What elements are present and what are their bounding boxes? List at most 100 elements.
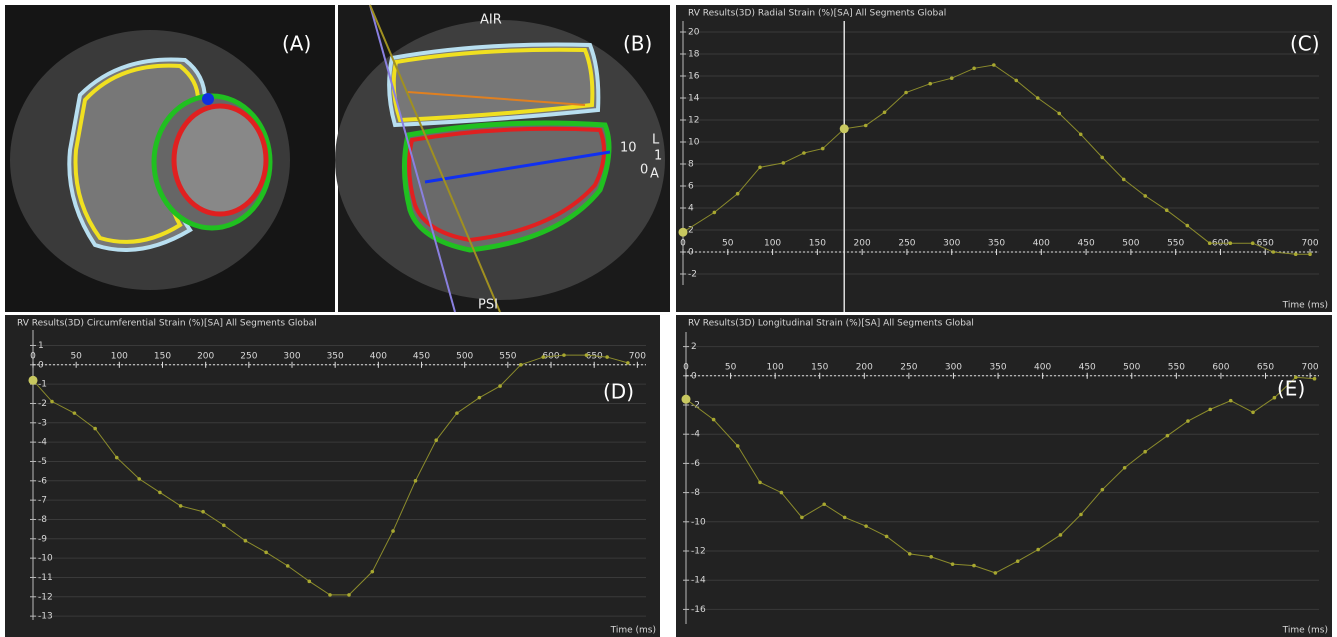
data-point <box>137 477 141 481</box>
data-point <box>264 551 268 555</box>
data-point <box>585 353 589 357</box>
x-tick-label: 200 <box>197 351 214 361</box>
y-tick-label: -1 <box>38 380 47 390</box>
data-point <box>950 76 954 80</box>
y-tick-label: -4 <box>691 430 700 440</box>
data-point <box>1100 156 1104 160</box>
x-tick-label: 650 <box>1257 239 1274 249</box>
data-point <box>864 124 868 128</box>
data-point <box>864 524 868 528</box>
data-point <box>1251 411 1255 415</box>
data-point <box>883 111 887 115</box>
x-tick-label: 50 <box>722 239 734 249</box>
y-tick-label: 10 <box>688 138 700 148</box>
y-tick-label: 2 <box>691 342 697 352</box>
x-tick-label: 550 <box>1167 239 1184 249</box>
y-tick-label: -7 <box>38 496 47 506</box>
data-point <box>1229 399 1233 403</box>
data-point <box>908 552 912 556</box>
data-point <box>1057 112 1061 116</box>
data-point <box>972 564 976 568</box>
y-tick-label: -11 <box>38 573 53 583</box>
annotation: L <box>652 133 660 148</box>
data-point <box>1208 241 1212 245</box>
x-tick-label: 200 <box>856 362 873 372</box>
y-tick-label: 12 <box>688 116 699 126</box>
x-tick-label: 150 <box>809 239 826 249</box>
data-point <box>29 376 38 385</box>
y-tick-label: -2 <box>38 399 47 409</box>
x-tick-label: 100 <box>764 239 781 249</box>
data-point <box>93 427 97 431</box>
x-tick-label: 500 <box>456 351 473 361</box>
data-point <box>519 363 523 367</box>
chart-background <box>676 5 1332 312</box>
data-point <box>736 444 740 448</box>
panel-label: (D) <box>603 380 634 404</box>
data-point <box>758 166 762 170</box>
annotation: PSI <box>478 298 498 313</box>
x-tick-label: 550 <box>499 351 516 361</box>
data-point <box>50 400 54 404</box>
data-point <box>951 562 955 566</box>
data-point <box>928 82 932 86</box>
data-point <box>391 529 395 533</box>
data-point <box>1079 513 1083 517</box>
lv-endo <box>174 106 266 214</box>
annotation: 0 <box>640 163 648 178</box>
data-point <box>782 161 786 165</box>
x-tick-label: 650 <box>1257 362 1274 372</box>
x-tick-label: 400 <box>1034 362 1051 372</box>
y-tick-label: -5 <box>38 457 47 467</box>
x-tick-label: 350 <box>988 239 1005 249</box>
x-tick-label: 100 <box>111 351 128 361</box>
data-point <box>800 516 804 520</box>
data-point <box>307 580 311 584</box>
data-point <box>780 491 784 495</box>
y-tick-label: -14 <box>691 576 706 586</box>
x-tick-label: 450 <box>413 351 430 361</box>
x-tick-label: 250 <box>898 239 915 249</box>
data-point <box>455 411 459 415</box>
x-tick-label: 150 <box>154 351 171 361</box>
x-tick-label: 300 <box>943 239 960 249</box>
y-tick-label: -6 <box>38 476 47 486</box>
data-point <box>1014 79 1018 83</box>
data-point <box>1208 408 1212 412</box>
data-point <box>904 91 908 95</box>
y-tick-label: -2 <box>688 270 697 280</box>
panel-label: (B) <box>623 32 652 56</box>
y-tick-label: -8 <box>38 515 47 525</box>
data-point <box>885 535 889 539</box>
data-point <box>1143 194 1147 198</box>
annotation: A <box>650 167 659 182</box>
data-point <box>328 593 332 597</box>
x-tick-label: 500 <box>1123 362 1140 372</box>
data-point <box>802 151 806 155</box>
data-point <box>478 396 482 400</box>
data-point <box>1165 208 1169 212</box>
data-point <box>992 63 996 67</box>
chart-title: RV Results(3D) Longitudinal Strain (%)[S… <box>688 319 974 329</box>
data-point <box>822 502 826 506</box>
x-tick-label: 300 <box>945 362 962 372</box>
x-tick-label: 150 <box>811 362 828 372</box>
x-tick-label: 300 <box>283 351 300 361</box>
data-point <box>626 361 630 365</box>
x-tick-label: 250 <box>900 362 917 372</box>
x-tick-label: 250 <box>240 351 257 361</box>
x-tick-label: 600 <box>1212 362 1229 372</box>
data-point <box>1079 133 1083 137</box>
annotation: 1 <box>654 149 662 164</box>
data-point <box>1166 434 1170 438</box>
panel-label: (A) <box>282 32 311 56</box>
x-tick-label: 0 <box>30 351 36 361</box>
marker <box>202 93 214 105</box>
data-point <box>736 192 740 196</box>
data-point <box>605 355 609 359</box>
data-point <box>541 355 545 359</box>
data-point <box>434 438 438 442</box>
data-point <box>1251 241 1255 245</box>
data-point <box>115 456 119 460</box>
x-tick-label: 700 <box>1301 239 1318 249</box>
